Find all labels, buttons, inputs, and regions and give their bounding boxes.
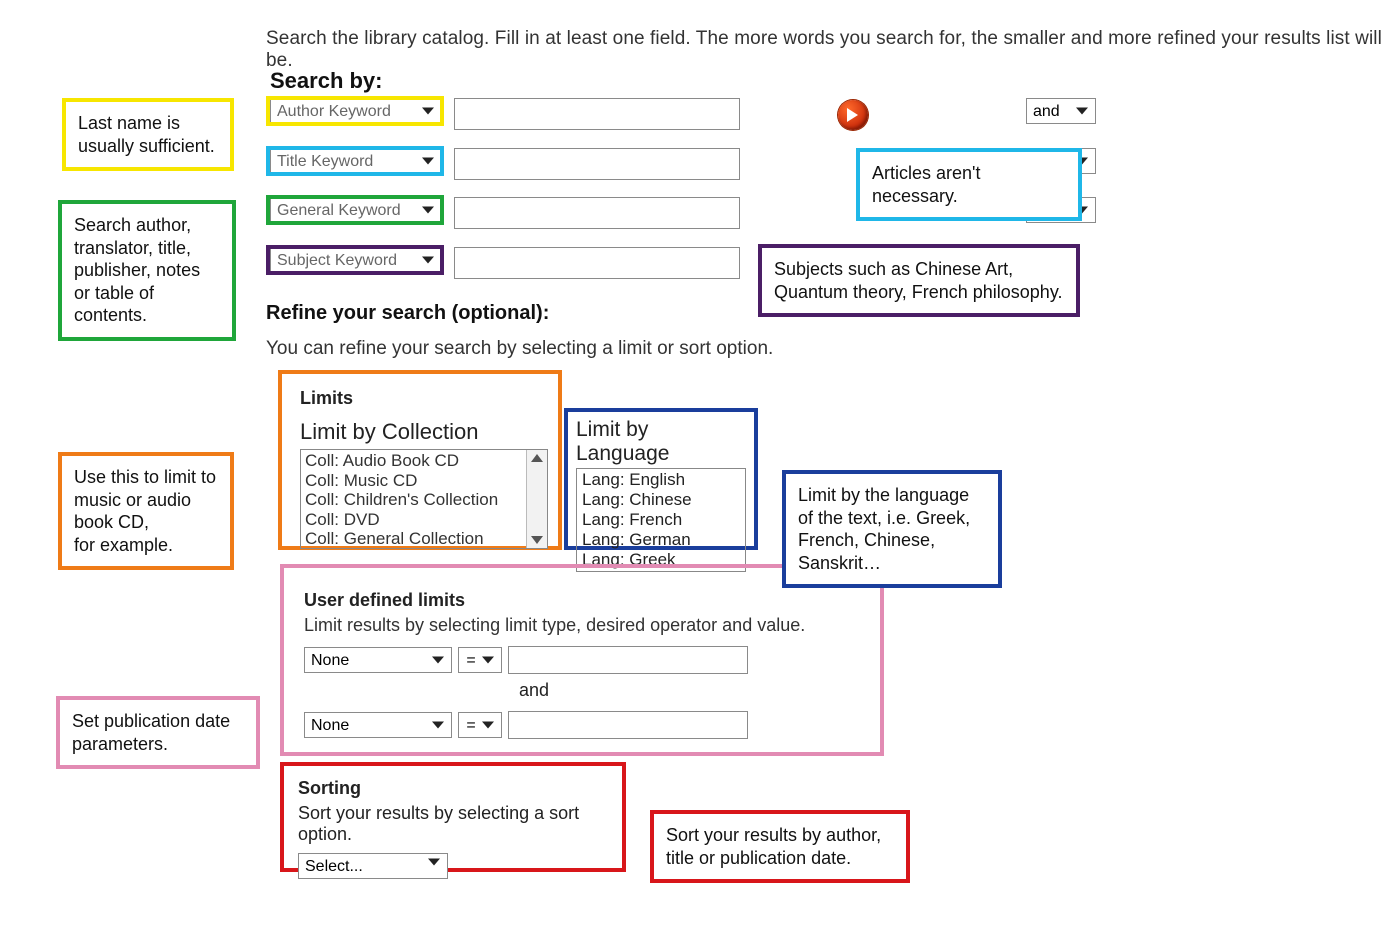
udl-title: User defined limits — [304, 590, 864, 611]
annot-red: Sort your results by author, title or pu… — [650, 810, 910, 883]
limit-by-language-label: Limit by Language — [576, 418, 746, 466]
sorting-title: Sorting — [298, 778, 608, 799]
udl-row-2: None = — [304, 711, 864, 739]
field-select-1[interactable]: Author Keyword — [270, 98, 442, 124]
udl-type-select-1[interactable]: None — [304, 647, 452, 673]
library-advanced-search: Search the library catalog. Fill in at l… — [0, 0, 1400, 938]
user-defined-limits-panel: User defined limits Limit results by sel… — [280, 564, 884, 756]
language-option[interactable]: Lang: German — [582, 530, 740, 550]
field-select-2[interactable]: Title Keyword — [270, 148, 442, 174]
field-select-3[interactable]: General Keyword — [270, 197, 442, 223]
scroll-down-icon[interactable] — [531, 536, 543, 544]
collection-option[interactable]: Coll: Children's Collection — [305, 490, 543, 510]
search-row-2: Title Keyword and — [270, 148, 740, 182]
scrollbar[interactable] — [526, 450, 547, 548]
scroll-up-icon[interactable] — [531, 454, 543, 462]
collection-option[interactable]: Coll: Audio Book CD — [305, 451, 543, 471]
udl-op-select-1[interactable]: = — [458, 647, 502, 673]
udl-value-input-2[interactable] — [508, 711, 748, 739]
collection-option[interactable]: Coll: DVD — [305, 510, 543, 530]
search-by-heading: Search by: — [270, 68, 383, 94]
language-listbox[interactable]: Lang: English Lang: Chinese Lang: French… — [576, 468, 746, 572]
search-input-1[interactable] — [454, 98, 740, 130]
sorting-panel: Sorting Sort your results by selecting a… — [280, 762, 626, 872]
search-row-3: General Keyword and — [270, 197, 740, 231]
udl-type-select-2[interactable]: None — [304, 712, 452, 738]
collection-option[interactable]: Coll: General Collection — [305, 529, 543, 549]
collection-option[interactable]: Coll: Music CD — [305, 471, 543, 491]
udl-and-label: and — [304, 680, 564, 701]
udl-row-1: None = — [304, 646, 864, 674]
language-panel: Limit by Language Lang: English Lang: Ch… — [564, 408, 758, 550]
search-input-3[interactable] — [454, 197, 740, 229]
refine-subtext: You can refine your search by selecting … — [266, 338, 773, 360]
language-option[interactable]: Lang: English — [582, 470, 740, 490]
limits-title: Limits — [300, 388, 548, 409]
refine-heading: Refine your search (optional): — [266, 302, 549, 325]
annot-cyan: Articles aren't necessary. — [856, 148, 1082, 221]
intro-text: Search the library catalog. Fill in at l… — [266, 28, 1400, 72]
language-option[interactable]: Lang: Chinese — [582, 490, 740, 510]
udl-value-input-1[interactable] — [508, 646, 748, 674]
annot-orange: Use this to limit to music or audio book… — [58, 452, 234, 570]
search-input-2[interactable] — [454, 148, 740, 180]
udl-op-select-2[interactable]: = — [458, 712, 502, 738]
operator-select-1[interactable]: and — [1026, 98, 1096, 124]
annot-green: Search author, translator, title, publis… — [58, 200, 236, 341]
search-row-4: Subject Keyword — [270, 247, 740, 281]
language-option[interactable]: Lang: French — [582, 510, 740, 530]
annot-purple: Subjects such as Chinese Art, Quantum th… — [758, 244, 1080, 317]
udl-subtext: Limit results by selecting limit type, d… — [304, 615, 864, 636]
sorting-subtext: Sort your results by selecting a sort op… — [298, 803, 608, 845]
annot-navy: Limit by the language of the text, i.e. … — [782, 470, 1002, 588]
annot-yellow: Last name is usually sufficient. — [62, 98, 234, 171]
limits-panel: Limits Limit by Collection Coll: Audio B… — [278, 370, 562, 550]
collection-listbox[interactable]: Coll: Audio Book CD Coll: Music CD Coll:… — [300, 449, 548, 549]
search-row-1: Author Keyword and — [270, 98, 740, 132]
search-input-4[interactable] — [454, 247, 740, 279]
annot-pink: Set publication date parameters. — [56, 696, 260, 769]
search-go-button[interactable] — [838, 100, 868, 130]
limit-by-collection-label: Limit by Collection — [300, 419, 548, 445]
sort-select[interactable]: Select... — [298, 853, 448, 879]
field-select-4[interactable]: Subject Keyword — [270, 247, 442, 273]
